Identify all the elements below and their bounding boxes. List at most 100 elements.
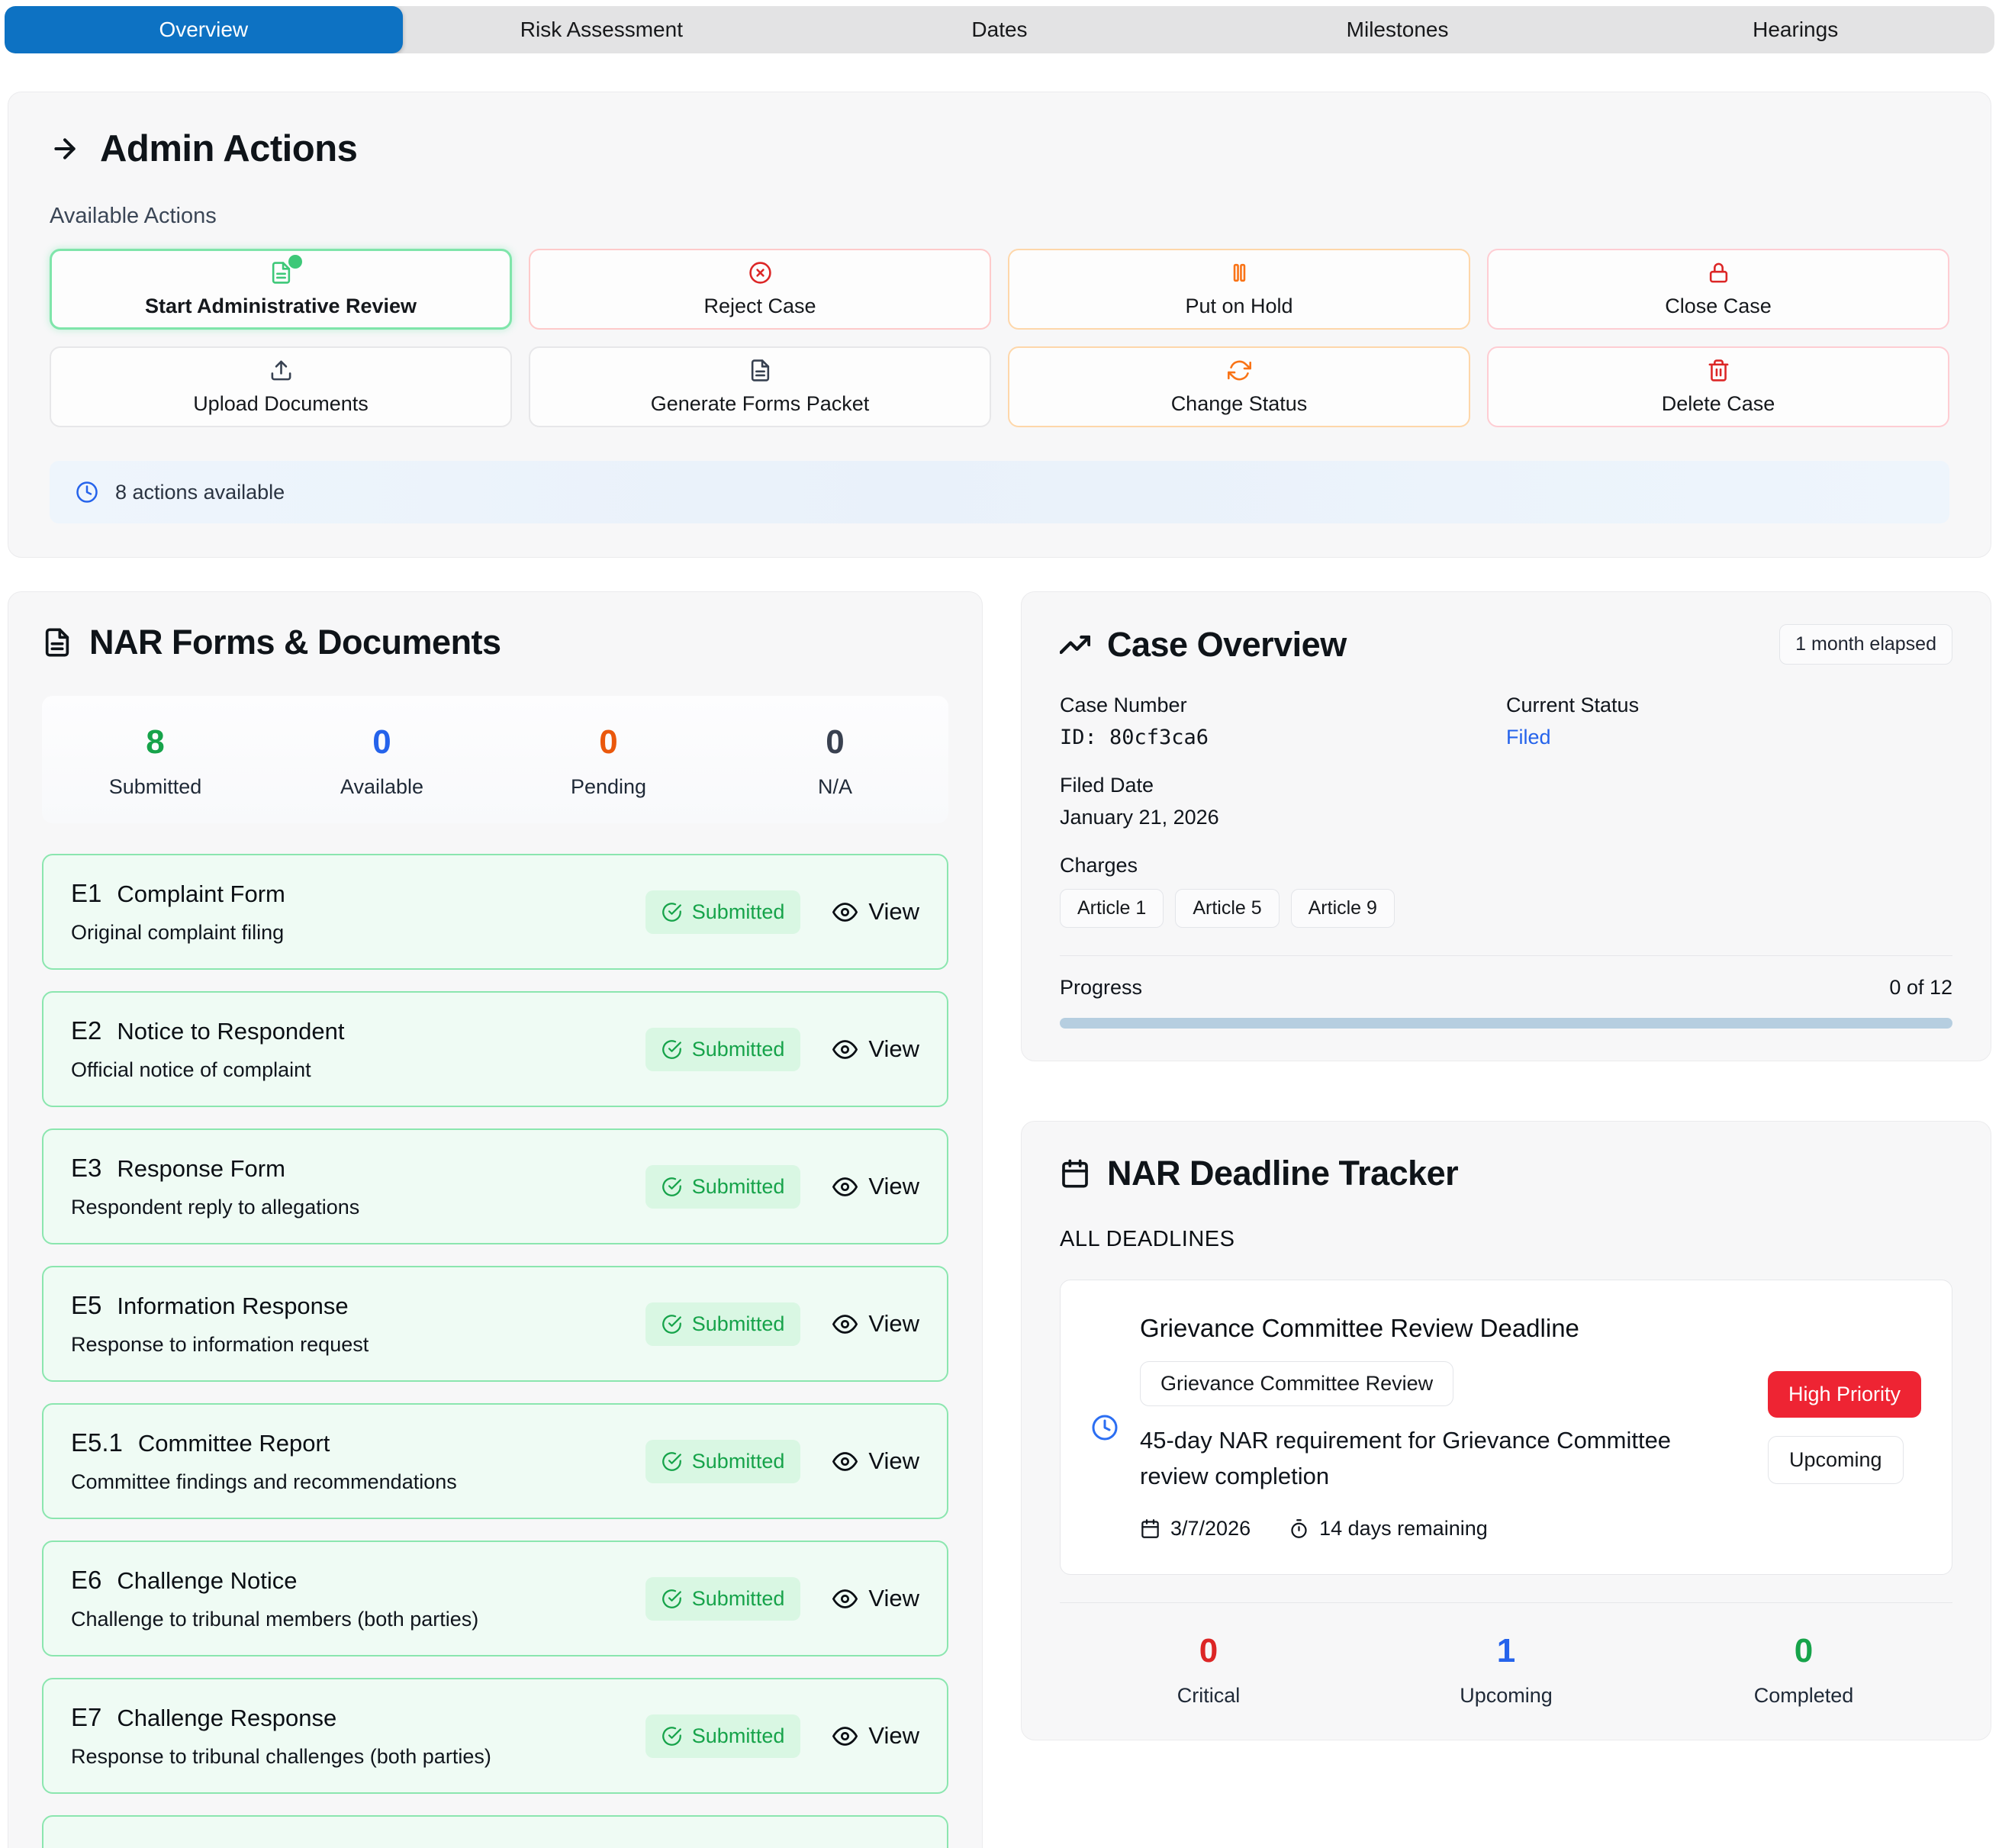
stat-upcoming: 1 Upcoming — [1357, 1632, 1655, 1708]
status-badge: Submitted — [645, 1576, 801, 1621]
form-title: Challenge Response — [117, 1705, 337, 1731]
upload-icon — [269, 359, 293, 382]
close-case-button[interactable]: Close Case — [1487, 249, 1949, 330]
charge-chip: Article 5 — [1175, 889, 1280, 928]
status-badge: Submitted — [645, 1439, 801, 1483]
put-on-hold-button[interactable]: Put on Hold — [1008, 249, 1470, 330]
filed-date-field: Filed Date January 21, 2026 — [1060, 774, 1506, 829]
reject-case-button[interactable]: Reject Case — [529, 249, 991, 330]
view-button[interactable]: View — [832, 1447, 919, 1475]
stat-available: 0 Available — [269, 723, 495, 799]
case-overview-panel: Case Overview 1 month elapsed Case Numbe… — [1021, 591, 1991, 1061]
stat-na: 0 N/A — [722, 723, 948, 799]
upload-documents-button[interactable]: Upload Documents — [50, 346, 512, 427]
deadline-category-chip: Grievance Committee Review — [1140, 1361, 1454, 1406]
tab-risk-assessment[interactable]: Risk Assessment — [520, 18, 683, 41]
view-button[interactable]: View — [832, 1035, 919, 1063]
tracker-stats: 0 Critical 1 Upcoming 0 Completed — [1060, 1632, 1952, 1708]
delete-case-button[interactable]: Delete Case — [1487, 346, 1949, 427]
deadline-remaining: 14 days remaining — [1289, 1517, 1488, 1541]
view-label: View — [868, 1447, 919, 1474]
stat-label: Critical — [1177, 1684, 1241, 1707]
view-button[interactable]: View — [832, 1173, 919, 1200]
form-card-e6: E6 Challenge Notice Challenge to tribunal… — [42, 1541, 948, 1656]
available-actions-label: Available Actions — [50, 204, 217, 228]
form-code: E5.1 — [71, 1428, 123, 1457]
form-card-e5: E5 Information Response Response to infor… — [42, 1266, 948, 1382]
file-text-icon — [42, 627, 72, 658]
form-code: E5 — [71, 1291, 102, 1319]
filed-date-label: Filed Date — [1060, 774, 1154, 797]
form-code: E3 — [71, 1154, 102, 1182]
case-number-label: Case Number — [1060, 694, 1187, 716]
actions-available-bar: 8 actions available — [50, 461, 1949, 523]
tab-overview[interactable]: Overview — [5, 6, 403, 53]
filed-date-value: January 21, 2026 — [1060, 806, 1219, 829]
form-code: E6 — [71, 1566, 102, 1594]
calendar-icon — [1060, 1158, 1090, 1189]
stat-label: Pending — [570, 775, 647, 798]
calendar-icon — [1140, 1518, 1160, 1539]
form-code: E7 — [71, 1703, 102, 1731]
deadline-title: Grievance Committee Review Deadline — [1140, 1314, 1579, 1342]
eye-icon — [832, 1037, 858, 1062]
stat-label: Completed — [1753, 1684, 1854, 1707]
status-text: Submitted — [691, 1724, 785, 1747]
elapsed-badge: 1 month elapsed — [1779, 624, 1952, 665]
status-text: Submitted — [691, 1586, 785, 1610]
right-column: Case Overview 1 month elapsed Case Numbe… — [1021, 591, 1991, 1740]
charges-field: Charges Article 1 Article 5 Article 9 — [1060, 854, 1952, 928]
all-deadlines-label: ALL DEADLINES — [1060, 1227, 1235, 1251]
eye-icon — [832, 1586, 858, 1611]
tab-dates[interactable]: Dates — [971, 18, 1028, 41]
eye-icon — [832, 1724, 858, 1749]
form-card-e1: E1 Complaint Form Original complaint fili… — [42, 854, 948, 970]
view-button[interactable]: View — [832, 1310, 919, 1338]
nar-forms-panel: NAR Forms & Documents 8 Submitted 0 Avai… — [8, 591, 983, 1848]
action-label: Upload Documents — [193, 391, 369, 415]
view-button[interactable]: View — [832, 1722, 919, 1750]
upcoming-badge: Upcoming — [1767, 1435, 1904, 1484]
change-status-button[interactable]: Change Status — [1008, 346, 1470, 427]
eye-icon — [832, 1174, 858, 1199]
start-administrative-review-button[interactable]: Start Administrative Review — [50, 249, 512, 330]
form-card-e3: E3 Response Form Respondent reply to alle… — [42, 1128, 948, 1244]
tab-milestones[interactable]: Milestones — [1346, 18, 1449, 41]
eye-icon — [832, 1312, 858, 1337]
view-button[interactable]: View — [832, 898, 919, 926]
form-description: Response to tribunal challenges (both pa… — [71, 1745, 491, 1768]
notification-dot — [288, 254, 302, 269]
admin-actions-grid: Start Administrative Review Reject Case … — [50, 249, 1949, 427]
arrow-right-icon — [50, 134, 80, 164]
case-number-value: ID: 80cf3ca6 — [1060, 726, 1209, 749]
charge-chip: Article 1 — [1060, 889, 1164, 928]
form-code: E1 — [71, 879, 102, 907]
view-label: View — [868, 1035, 919, 1062]
form-description: Respondent reply to allegations — [71, 1196, 360, 1219]
form-card-e2: E2 Notice to Respondent Official notice o… — [42, 991, 948, 1107]
stat-value: 1 — [1496, 1632, 1516, 1669]
view-button[interactable]: View — [832, 1585, 919, 1612]
form-description: Response to information request — [71, 1333, 369, 1356]
clock-icon — [76, 481, 98, 504]
stat-pending: 0 Pending — [495, 723, 722, 799]
status-text: Submitted — [691, 1312, 785, 1335]
current-status-value: Filed — [1506, 726, 1551, 749]
tab-hearings[interactable]: Hearings — [1753, 18, 1839, 41]
deadline-remaining-text: 14 days remaining — [1319, 1517, 1488, 1540]
check-circle-icon — [662, 1314, 682, 1334]
progress-label: Progress — [1060, 976, 1143, 999]
forms-header: NAR Forms & Documents — [42, 623, 948, 662]
forms-title: NAR Forms & Documents — [89, 623, 501, 662]
check-circle-icon — [662, 1726, 682, 1747]
action-label: Reject Case — [703, 294, 816, 317]
stat-label: Submitted — [108, 775, 202, 798]
high-priority-badge: High Priority — [1767, 1370, 1921, 1418]
status-badge: Submitted — [645, 1302, 801, 1346]
case-overview-title: Case Overview — [1107, 624, 1347, 664]
status-badge: Submitted — [645, 1164, 801, 1209]
form-card-e5-1: E5.1 Committee Report Committee findings … — [42, 1403, 948, 1519]
status-text: Submitted — [691, 1174, 785, 1198]
generate-forms-packet-button[interactable]: Generate Forms Packet — [529, 346, 991, 427]
status-text: Submitted — [691, 1037, 785, 1061]
